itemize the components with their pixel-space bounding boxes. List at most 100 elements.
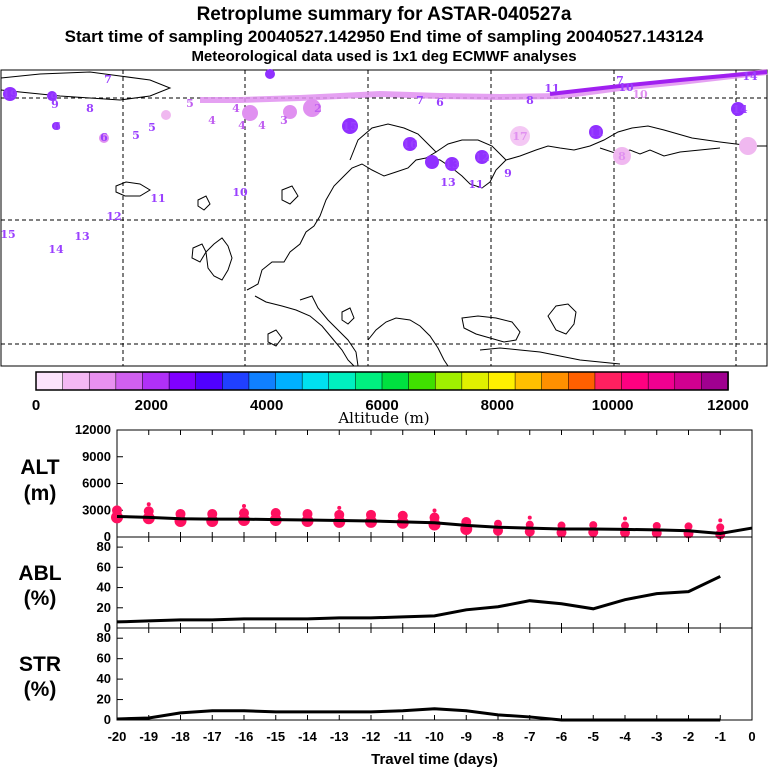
panel-units: (%) [24,678,57,701]
trajectory-label: 6 [100,131,108,144]
x-tick-label: -11 [394,729,412,744]
trajectory-label: 7 [616,74,624,87]
trajectory-label: 10 [232,186,248,199]
altitude-marker [718,518,723,523]
colorbar-swatch [381,371,410,391]
colorbar-swatch [701,371,729,391]
altitude-marker [143,506,154,517]
altitude-marker [621,521,629,530]
colorbar-swatch [621,371,649,391]
x-tick-label: -4 [619,729,631,744]
met-data-note: Meteorological data used is 1x1 deg ECMW… [191,48,576,65]
altitude-median-line [116,514,753,535]
trajectory-label: 8 [618,150,626,163]
colorbar-tick: 10000 [592,397,634,414]
trajectory-label: 19 [2,88,17,101]
y-tick-label: 6000 [82,476,111,491]
trajectory-label: 17 [512,130,527,143]
y-tick-label: 0 [104,620,111,635]
trajectory-label: 14 [732,103,748,116]
plume-trajectory [3,69,768,171]
colorbar-swatch [328,371,357,391]
trajectory-label: 2 [314,102,322,115]
colorbar-tick: 12000 [707,397,749,414]
trajectory-label: 7 [416,94,424,107]
x-tick-label: 0 [748,729,755,744]
trajectory-label: 9 [51,98,59,111]
colorbar-frame [35,371,729,391]
x-tick-label: -17 [203,729,222,744]
figure-title: Retroplume summary for ASTAR-040527a [197,4,572,25]
y-tick-label: 60 [97,559,111,574]
y-tick-label: 20 [97,692,111,707]
altitude-marker [527,515,532,520]
colorbar-swatch [168,371,197,391]
trajectory-label: 6 [436,96,444,109]
trajectory-label: 5 [148,121,156,134]
colorbar-swatch [301,371,330,391]
trajectory-label: 8 [86,102,94,115]
altitude-marker [112,505,122,516]
map-gridlines [1,70,767,366]
trajectory-label: 9 [504,167,512,180]
altitude-marker [302,508,313,519]
x-tick-label: -12 [362,729,381,744]
altitude-marker [242,504,246,509]
altitude-marker [366,509,376,520]
colorbar-swatch [461,371,490,391]
colorbar-swatch [488,371,516,391]
altitude-colorbar: 0 2000 4000 6000 8000 10000 12000 Altitude (m) [32,371,749,427]
trajectory-label: 14 [742,70,758,83]
x-tick-label: -18 [171,729,190,744]
trajectory-label: 4 [208,114,216,127]
colorbar-swatch [594,371,623,391]
trajectory-label: 15 [342,120,357,133]
colorbar-swatch [674,371,703,391]
altitude-marker [429,512,440,523]
altitude-marker [716,523,725,532]
x-tick-label: -6 [556,729,568,744]
colorbar-swatch [115,371,144,391]
y-tick-label: 20 [97,600,111,615]
trajectory-label: 10 [632,88,648,101]
trajectory-label: 14 [48,243,64,256]
altitude-marker [334,509,345,520]
colorbar-tick: 2000 [135,397,168,414]
panel-units: (m) [24,482,57,505]
y-tick-label: 60 [97,651,111,666]
panel-label: STR [19,653,61,676]
colorbar-swatch [142,371,170,391]
x-tick-label: -9 [460,729,472,744]
x-tick-label: -20 [108,729,127,744]
panel-units: (%) [24,587,57,610]
trajectory-label: 11 [588,126,603,139]
trajectory-label: 10 [618,81,634,94]
y-tick-label: 12000 [75,422,111,437]
x-tick-label: -7 [524,729,536,744]
coastlines [0,71,767,367]
x-axis-label: Travel time (days) [371,751,498,768]
x-tick-label: -16 [235,729,254,744]
trajectory-label: 15 [0,228,15,241]
colorbar-swatch [514,371,543,391]
x-tick-label: -2 [683,729,695,744]
altitude-marker [623,516,627,521]
altitude-marker [146,502,151,507]
x-tick-label: -13 [330,729,349,744]
trajectory-label: 11 [150,192,165,205]
trajectory-label: 6 [53,120,61,133]
x-tick-label: -3 [651,729,663,744]
trajectory-label: 5 [186,97,194,110]
colorbar-tick: 4000 [250,397,283,414]
y-tick-label: 3000 [82,502,111,517]
y-tick-label: 0 [104,712,111,727]
altitude-marker [589,521,598,530]
trajectory-label: 9 [50,91,58,104]
panel-label: ABL [18,562,61,585]
colorbar-tick: 0 [32,397,40,414]
colorbar-tick: 8000 [481,397,514,414]
